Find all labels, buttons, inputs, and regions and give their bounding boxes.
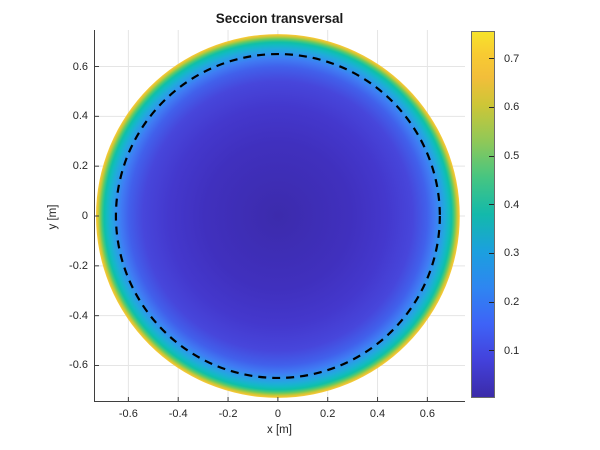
colorbar-tick-mark (489, 252, 494, 254)
x-tick-label: 0.2 (320, 408, 336, 420)
colorbar-tick-label: 0.2 (504, 296, 520, 309)
colorbar-tick-mark (489, 204, 494, 206)
x-tick-label: -0.4 (168, 408, 188, 420)
x-axis-label: x [m] (267, 424, 292, 436)
plot-area (94, 30, 465, 402)
colorbar-gradient (472, 32, 494, 397)
y-tick-label: -0.6 (69, 359, 88, 372)
y-tick-label: 0.2 (72, 160, 88, 173)
x-tick-label: 0 (274, 408, 281, 420)
x-tick-label: 0.6 (419, 408, 436, 420)
x-tick-label: -0.6 (118, 408, 138, 420)
colorbar-tick-label: 0.6 (504, 101, 520, 114)
x-tick-label: 0.4 (369, 408, 386, 420)
y-tick-label: 0 (81, 210, 88, 222)
colorbar-tick-mark (489, 106, 494, 108)
colorbar-tick-label: 0.4 (504, 198, 520, 211)
y-tick-label: 0.6 (72, 60, 88, 73)
y-tick-label: -0.2 (69, 259, 88, 272)
colorbar-tick-mark (489, 58, 494, 60)
colorbar (471, 31, 495, 398)
colorbar-tick-mark (489, 155, 494, 157)
heatmap-canvas (94, 30, 465, 402)
plot-title: Seccion transversal (215, 11, 344, 26)
colorbar-tick-mark (489, 350, 494, 352)
cross-section-heatmap-disc (95, 34, 460, 398)
colorbar-tick-label: 0.7 (504, 52, 520, 65)
colorbar-tick-mark (489, 301, 494, 303)
y-tick-label: 0.4 (72, 110, 88, 123)
x-tick-label: -0.2 (218, 408, 238, 420)
dashed-boundary-circle (114, 52, 441, 380)
colorbar-tick-label: 0.3 (504, 247, 520, 260)
colorbar-tick-label: 0.1 (504, 344, 520, 357)
y-tick-label: -0.4 (69, 309, 88, 322)
colorbar-tick-label: 0.5 (504, 150, 520, 163)
